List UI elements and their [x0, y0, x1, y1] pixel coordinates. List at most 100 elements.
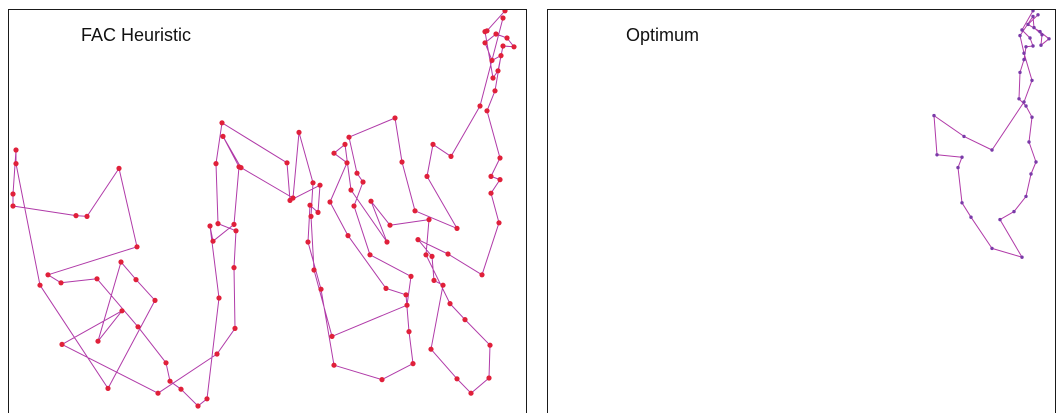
tour-node [384, 239, 390, 245]
fac-heuristic-panel: FAC Heuristic [8, 9, 527, 413]
tour-node [960, 201, 964, 205]
tour-node [1047, 37, 1051, 41]
tour-node [932, 113, 936, 118]
tour-node [59, 341, 65, 347]
tour-node [318, 286, 324, 292]
tour-node [415, 237, 421, 243]
tour-node [354, 170, 360, 176]
tour-node [477, 103, 483, 109]
tour-node [178, 386, 184, 392]
tour-node [1026, 22, 1030, 27]
tour-node [135, 324, 141, 330]
tour-node [327, 199, 333, 205]
tour-node [502, 10, 508, 14]
tour-node [290, 195, 296, 201]
optimum-panel: Optimum [547, 9, 1056, 413]
tour-node [296, 129, 302, 135]
tour-node [231, 265, 237, 271]
tour-node [360, 179, 366, 185]
tour-node [487, 342, 493, 348]
tour-node [462, 317, 468, 323]
tour-node [497, 177, 503, 183]
tour-node [134, 244, 140, 250]
tour-node [423, 252, 429, 258]
tour-node [105, 385, 111, 391]
tour-node [406, 329, 412, 335]
tour-node [1022, 100, 1026, 104]
tour-node [195, 403, 201, 409]
tour-node [351, 203, 357, 209]
tour-node [331, 150, 337, 156]
tour-node [119, 308, 125, 314]
tour-node [998, 217, 1002, 222]
tour-node [448, 153, 454, 159]
tour-node [10, 203, 16, 209]
tour-node [990, 148, 994, 152]
tour-node [213, 161, 219, 167]
optimum-tour-plot [932, 10, 1051, 259]
tour-node [284, 160, 290, 166]
tour-node [307, 202, 313, 208]
tour-node [167, 378, 173, 384]
tour-node [1020, 28, 1024, 32]
tour-node [152, 297, 158, 303]
tour-node [495, 68, 501, 74]
tour-node [404, 302, 410, 308]
tour-node [500, 15, 506, 21]
tour-node [488, 190, 494, 196]
tour-node [410, 361, 416, 367]
tour-node [935, 153, 939, 157]
tour-node [426, 217, 432, 223]
tour-node [379, 377, 385, 383]
tour-node [1031, 10, 1035, 13]
tour-node [440, 282, 446, 288]
tour-node [429, 253, 435, 259]
tour-node [345, 233, 351, 239]
tour-node [482, 40, 488, 46]
tour-node [155, 390, 161, 396]
tour-node [342, 141, 348, 147]
tour-node [969, 215, 973, 219]
tour-node [490, 75, 496, 81]
tour-node [430, 141, 436, 147]
tour-node [1036, 13, 1040, 17]
tour-node [424, 173, 430, 179]
tour-node [497, 155, 503, 161]
tour-node [95, 338, 101, 344]
tour-node [220, 133, 226, 139]
tour-node [216, 295, 222, 301]
tour-node [238, 165, 244, 171]
tour-node [37, 282, 43, 288]
tour-node [403, 292, 409, 298]
tour-node [504, 35, 510, 41]
tour-node [1039, 43, 1043, 47]
tour-node [447, 301, 453, 307]
tour-node [315, 209, 321, 215]
tour-node [1024, 104, 1028, 108]
tour-node [311, 267, 317, 273]
tour-path [933, 10, 1050, 258]
tour-node [489, 57, 495, 64]
tour-node [990, 246, 994, 251]
panel-title-fac-heuristic: FAC Heuristic [81, 25, 192, 45]
tour-node [73, 213, 79, 219]
tour-path [12, 10, 515, 407]
tour-node [454, 225, 460, 231]
tour-node [1031, 14, 1035, 19]
tour-node [387, 222, 393, 228]
tour-node [207, 223, 213, 229]
tour-node [1024, 45, 1028, 49]
tour-node [431, 277, 437, 283]
tour-node [367, 252, 373, 258]
tour-node [1030, 78, 1034, 83]
tour-node [445, 251, 451, 257]
tour-node [1040, 33, 1044, 37]
tour-node [231, 221, 237, 227]
tour-node [482, 29, 488, 35]
tour-node [13, 161, 19, 167]
tour-node [962, 134, 966, 139]
tour-node [13, 147, 19, 153]
tour-node [484, 108, 490, 114]
tour-node [1012, 209, 1016, 214]
tour-node [58, 280, 64, 286]
